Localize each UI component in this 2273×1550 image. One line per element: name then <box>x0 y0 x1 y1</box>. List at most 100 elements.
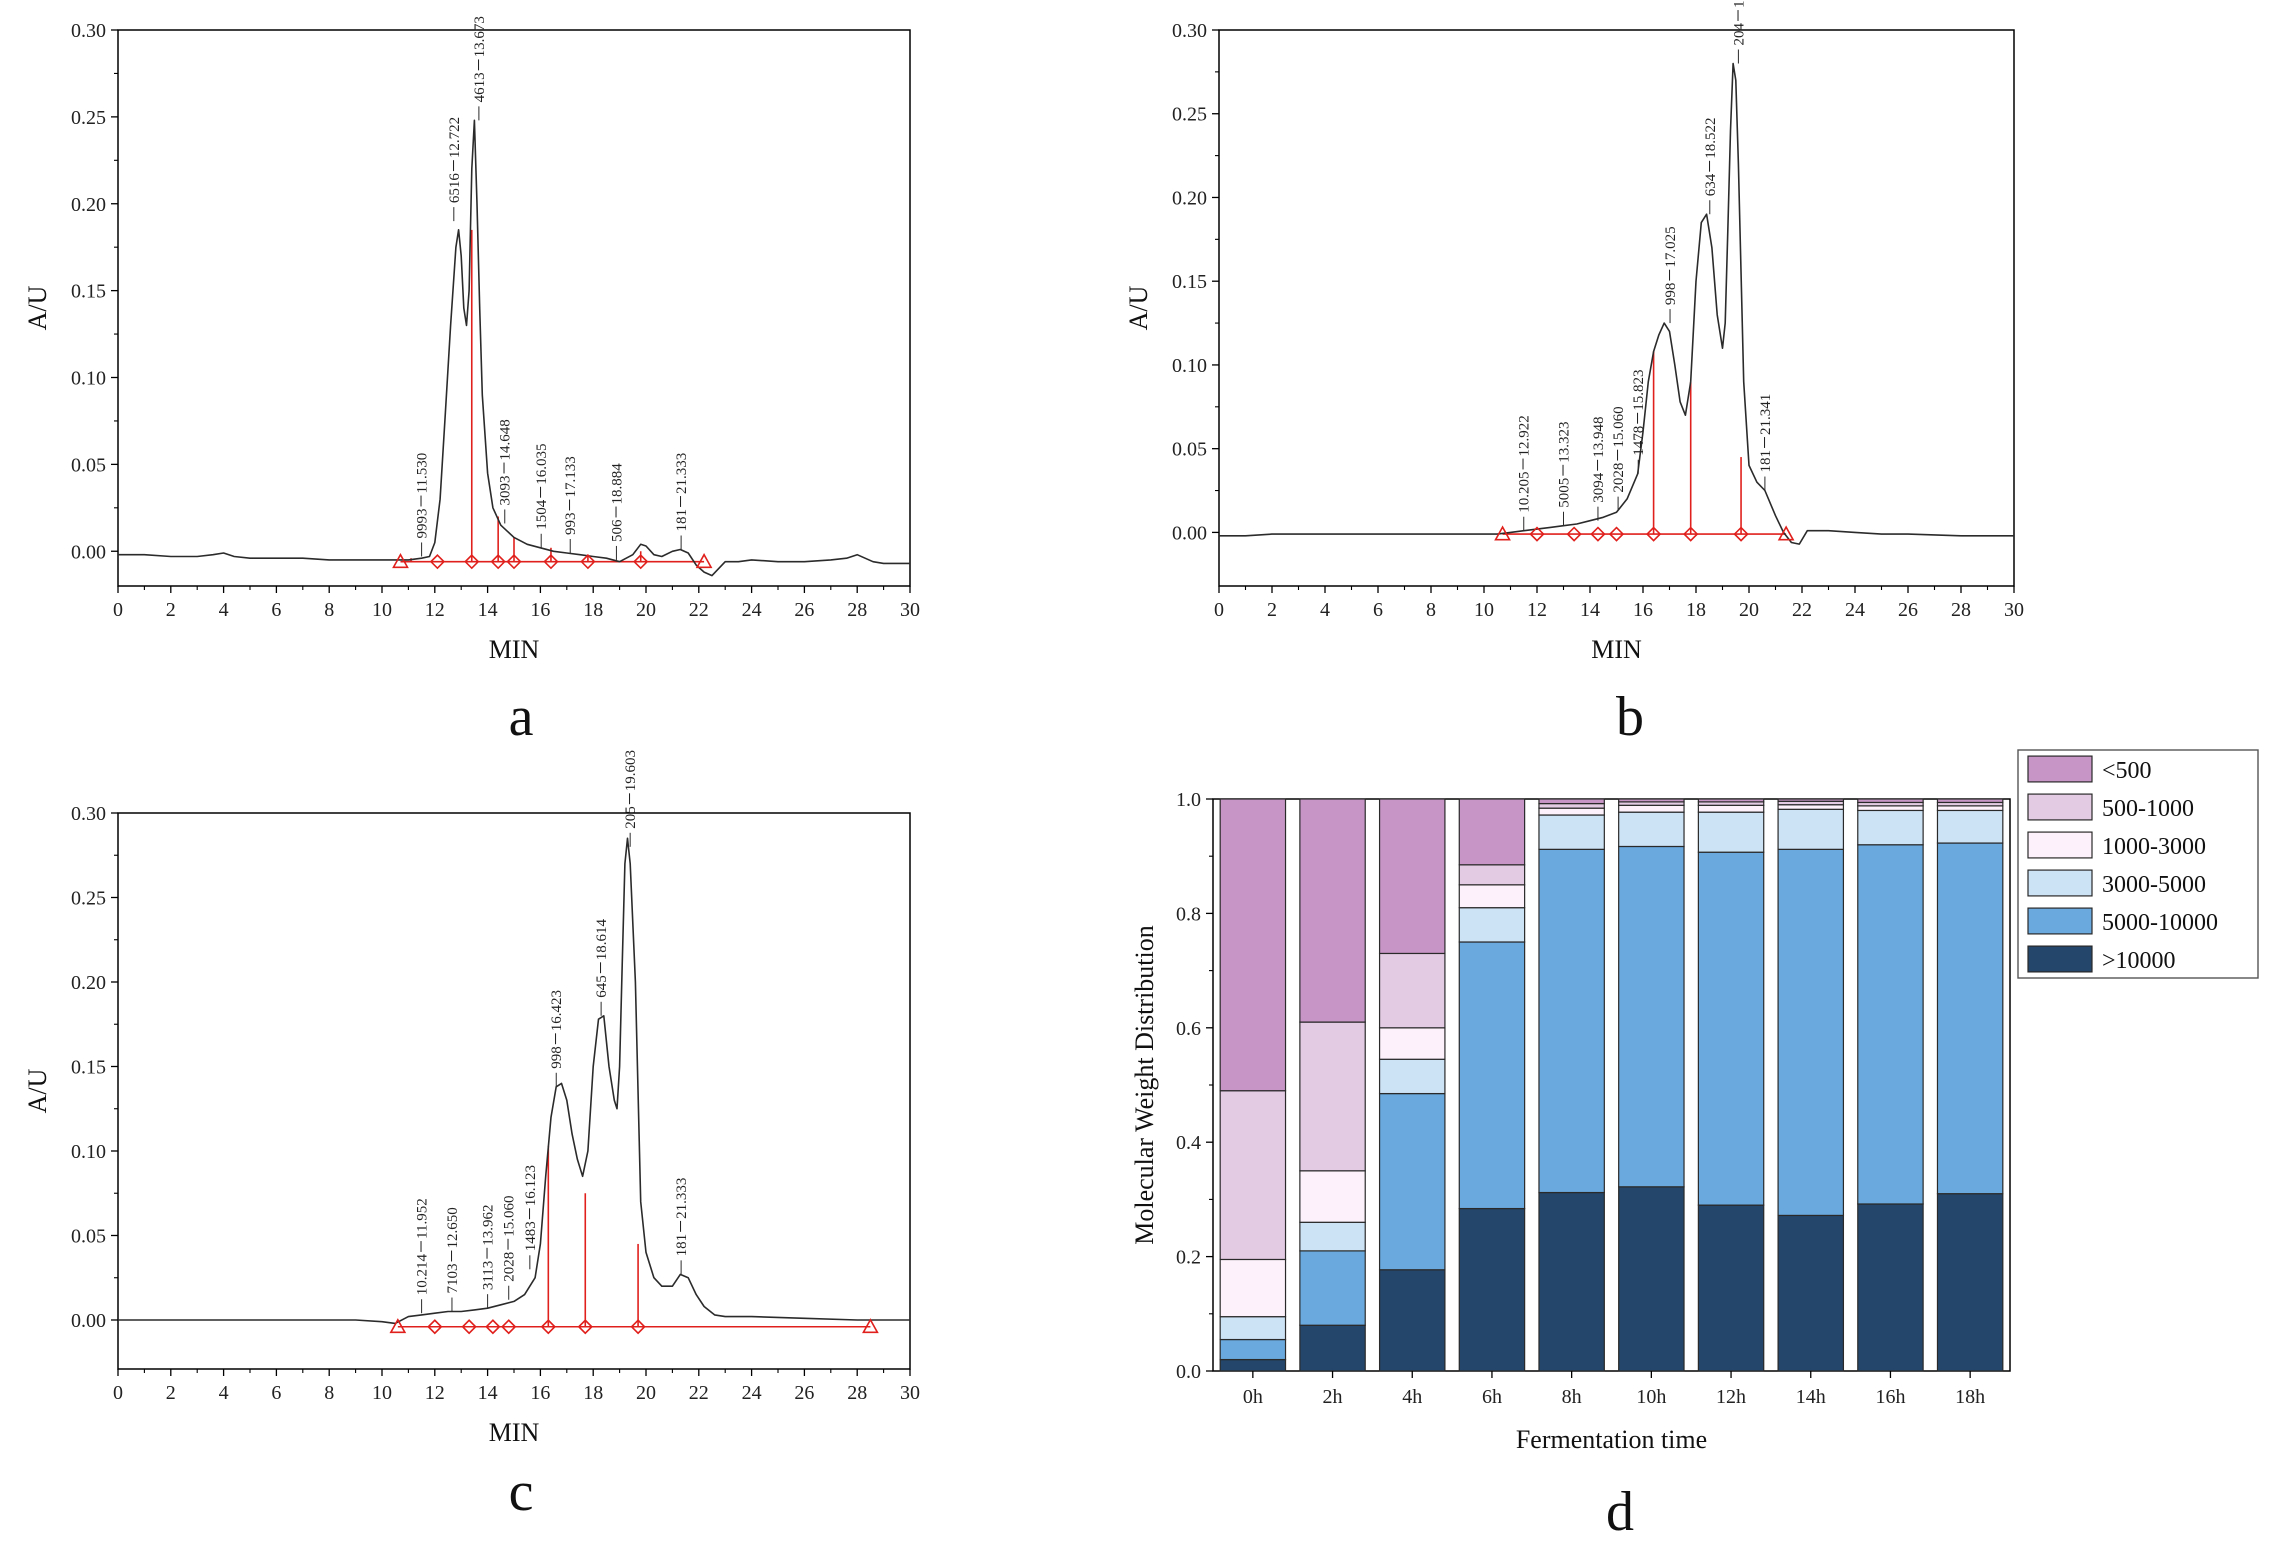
y-tick-label: 0.2 <box>1176 1247 1201 1269</box>
x-tick-label: 16h <box>1875 1386 1905 1408</box>
peak-annotation: 3094－13.948 <box>1591 416 1607 502</box>
x-tick-label: 6h <box>1482 1386 1502 1408</box>
peak-annotation: 993－17.133 <box>563 456 579 535</box>
x-tick-label: 20 <box>636 599 656 621</box>
y-tick-label: 0.00 <box>71 1310 106 1332</box>
y-tick-label: 0.4 <box>1176 1132 1201 1154</box>
x-tick-label: 22 <box>1792 599 1812 621</box>
divider-marker <box>429 554 446 570</box>
legend-label: 5000-10000 <box>2102 910 2218 936</box>
x-tick-label: 12 <box>425 1382 445 1404</box>
x-tick-label: 22 <box>689 1382 709 1404</box>
divider-marker <box>506 554 522 570</box>
x-tick-label: 0 <box>1214 599 1224 621</box>
bar-segment <box>1538 807 1605 816</box>
bar-segment <box>1936 842 2004 1195</box>
bar-segment <box>1458 798 1526 866</box>
x-tick-label: 18h <box>1955 1386 1985 1408</box>
bar-segment <box>1618 804 1685 813</box>
panel-label: c <box>509 1461 534 1523</box>
bar-segment <box>1777 848 1845 1217</box>
divider-marker <box>543 554 559 570</box>
chart-panel-d: 0h 2h 4h 6h 8h 10h 12h 14h 16h 18h 0.0 0.2 0.4 0.6 0.8… <box>1130 749 2259 1543</box>
x-tick-label: 8 <box>324 599 334 621</box>
bar-segment <box>1538 802 1605 809</box>
bar-segment <box>1219 1358 1287 1372</box>
chromatogram-trace <box>118 119 910 577</box>
bar-segment <box>1219 1316 1287 1341</box>
stacked-bars <box>1219 798 2004 1372</box>
legend-swatch <box>2027 793 2093 821</box>
x-tick-label: 28 <box>847 1382 867 1404</box>
peak-annotation: 10.205－12.922 <box>1517 415 1533 513</box>
bar-segment <box>1299 1021 1366 1172</box>
bar-segment <box>1538 848 1605 1194</box>
x-tick-label: 28 <box>1951 599 1971 621</box>
peak-annotation: 7103－12.650 <box>445 1207 461 1293</box>
bar-segment <box>1458 1207 1526 1372</box>
x-tick-label: 0 <box>113 599 123 621</box>
y-tick-label: 0.10 <box>1172 355 1207 377</box>
peak-annotation: 506－18.884 <box>609 463 625 542</box>
x-tick-label: 10h <box>1636 1386 1666 1408</box>
bar-segment <box>1697 851 1765 1206</box>
y-tick-label: 0.05 <box>1172 439 1207 461</box>
y-tick-label: 0.00 <box>71 541 106 563</box>
x-tick-label: 12 <box>425 599 445 621</box>
peak-annotation: 204－19.903 <box>1731 0 1747 45</box>
bar-segment <box>1219 1338 1287 1361</box>
peak-annotation: 998－17.025 <box>1663 226 1679 305</box>
bar-segment <box>1538 814 1605 850</box>
legend-swatch <box>2027 831 2093 859</box>
x-tick-label: 24 <box>742 1382 762 1404</box>
peak-annotation: 6516－12.722 <box>447 117 463 203</box>
peak-annotation: 3093－14.648 <box>498 419 514 505</box>
x-tick-label: 4 <box>219 599 229 621</box>
y-tick-label: 1.0 <box>1176 789 1201 811</box>
bar-segment <box>1857 1203 1924 1372</box>
divider-marker <box>427 1319 443 1335</box>
chromatogram-trace <box>118 837 910 1325</box>
bar-segment <box>1378 798 1446 955</box>
y-axis-title: A/U <box>1124 285 1153 330</box>
y-tick-label: 0.15 <box>71 281 106 303</box>
boundary-marker <box>1777 525 1795 541</box>
legend: <500 500-1000 1000-3000 3000-5000 5000-10000… <box>2017 749 2259 979</box>
x-tick-label: 24 <box>742 599 762 621</box>
x-tick-label: 14 <box>478 599 498 621</box>
bar-segment <box>1618 1186 1685 1372</box>
y-tick-label: 0.10 <box>71 1141 106 1163</box>
bar-segment <box>1618 845 1685 1188</box>
divider-marker <box>630 1319 646 1335</box>
chart-panel-a: 0 2 4 6 8 10 12 14 16 18 20 22 24 26 28 300.000.050.100… <box>23 16 920 748</box>
bar-segment <box>1458 941 1526 1210</box>
x-tick-label: 10 <box>1474 599 1494 621</box>
divider-marker <box>1529 526 1545 542</box>
divider-marker <box>633 554 649 570</box>
bar-segment <box>1458 884 1526 909</box>
x-tick-label: 10 <box>372 599 392 621</box>
legend-item: 500-1000 <box>2027 793 2194 822</box>
bar-segment <box>1777 804 1845 810</box>
bar-segment <box>1777 1214 1845 1372</box>
x-tick-label: 22 <box>689 599 709 621</box>
bar-segment <box>1936 1193 2004 1372</box>
y-tick-label: 0.15 <box>71 1056 106 1078</box>
divider-marker <box>1683 526 1699 542</box>
divider-marker <box>1645 526 1662 542</box>
y-axis-title: A/U <box>23 285 52 330</box>
x-tick-label: 4h <box>1402 1386 1422 1408</box>
x-axis-title: Fermentation time <box>1516 1425 1707 1454</box>
x-tick-label: 4 <box>219 1382 229 1404</box>
x-tick-label: 12h <box>1716 1386 1746 1408</box>
y-tick-label: 0.25 <box>1172 104 1207 126</box>
peak-annotation: 10.214－11.952 <box>415 1198 431 1295</box>
divider-marker <box>1566 526 1582 542</box>
legend-swatch <box>2027 945 2093 973</box>
bar-segment <box>1777 798 1845 802</box>
bar-segment <box>1857 809 1924 846</box>
y-axis: 0.00 0.05 0.10 0.15 0.20 0.25 0.30 <box>71 803 118 1332</box>
legend-box <box>2017 749 2259 979</box>
legend-label: >10000 <box>2102 948 2176 974</box>
chart-panel-b: 0 2 4 6 8 10 12 14 16 18 20 22 24 26 28 300.000.050.100… <box>1124 0 2024 748</box>
